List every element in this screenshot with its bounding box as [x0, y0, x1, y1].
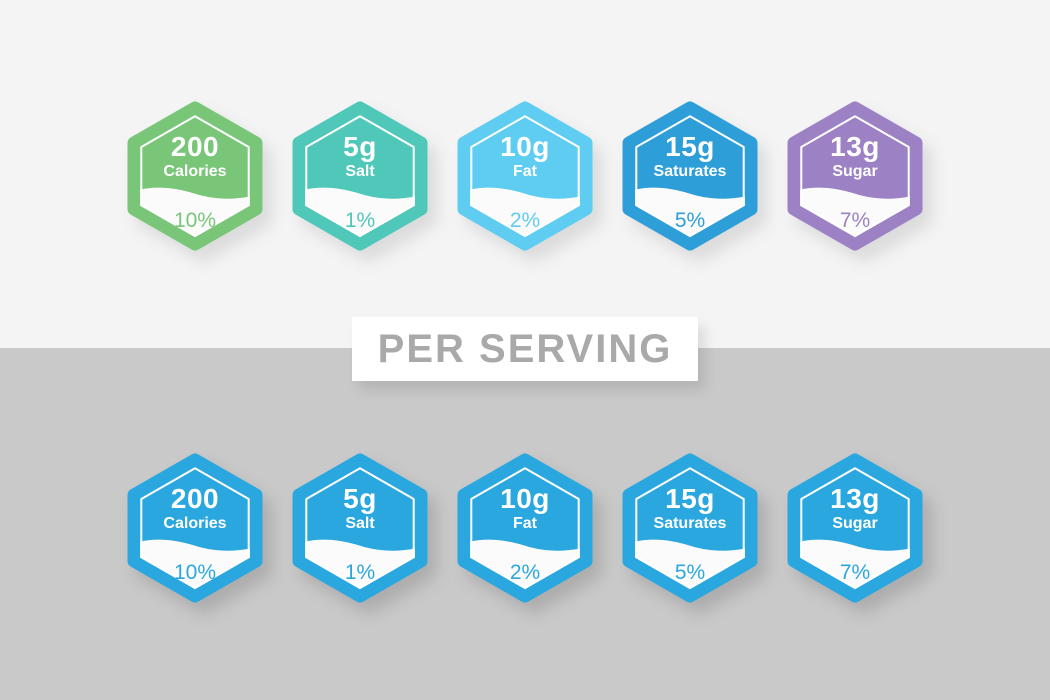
badge-fat-bottom: 10g Fat 2% [456, 452, 594, 604]
badge-value: 10g [500, 483, 550, 514]
hexagon-shape [622, 453, 758, 603]
hexagon-inner-line [635, 467, 745, 589]
hexagon-inner-line [140, 115, 250, 237]
badge-label: Sugar [832, 515, 878, 532]
badge-value: 200 [170, 483, 220, 514]
badge-value: 10g [500, 131, 550, 162]
badge-value: 13g [830, 131, 880, 162]
badge-percent: 5% [674, 561, 706, 584]
hexagon-shape [127, 101, 263, 251]
badge-percent: 7% [839, 209, 871, 232]
hexagon-inner-line [305, 467, 415, 589]
badge-value: 5g [343, 131, 377, 162]
per-serving-banner: PER SERVING [352, 317, 698, 381]
hexagon-inner-line [635, 115, 745, 237]
hexagon-inner-line [800, 467, 910, 589]
hexagon-shape [622, 101, 758, 251]
hexagon-shape [127, 453, 263, 603]
badge-sugar-top: 13g Sugar 7% [786, 100, 924, 252]
badge-percent: 10% [173, 561, 217, 584]
hexagon-shape [787, 453, 923, 603]
badge-label: Salt [345, 163, 375, 180]
hexagon-shape [292, 453, 428, 603]
badge-value: 13g [830, 483, 880, 514]
badge-saturates-bottom: 15g Saturates 5% [621, 452, 759, 604]
hexagon-inner-line [140, 467, 250, 589]
badge-value: 5g [343, 483, 377, 514]
badge-salt-bottom: 5g Salt 1% [291, 452, 429, 604]
badge-percent: 10% [173, 209, 217, 232]
hexagon-inner-line [470, 115, 580, 237]
badge-calories-bottom: 200 Calories 10% [126, 452, 264, 604]
badge-label: Fat [513, 515, 537, 532]
hexagon-inner-line [470, 467, 580, 589]
badge-percent: 1% [344, 209, 376, 232]
badge-percent: 7% [839, 561, 871, 584]
badge-saturates-top: 15g Saturates 5% [621, 100, 759, 252]
badge-percent: 2% [509, 209, 541, 232]
badge-percent: 1% [344, 561, 376, 584]
badge-salt-top: 5g Salt 1% [291, 100, 429, 252]
badge-label: Sugar [832, 163, 878, 180]
hexagon-shape [787, 101, 923, 251]
badge-row-bottom: 200 Calories 10% 5g Salt 1% 10g Fat 2% [0, 452, 1050, 604]
per-serving-label: PER SERVING [377, 326, 673, 371]
badge-label: Calories [163, 515, 227, 532]
badge-row-top: 200 Calories 10% 5g Salt 1% 10g Fat 2% [0, 100, 1050, 252]
badge-value: 15g [665, 131, 715, 162]
hexagon-shape [457, 453, 593, 603]
badge-label: Fat [513, 163, 537, 180]
badge-sugar-bottom: 13g Sugar 7% [786, 452, 924, 604]
hexagon-inner-line [305, 115, 415, 237]
badge-value: 15g [665, 483, 715, 514]
badge-calories-top: 200 Calories 10% [126, 100, 264, 252]
hexagon-shape [292, 101, 428, 251]
badge-label: Calories [163, 163, 227, 180]
hexagon-inner-line [800, 115, 910, 237]
badge-percent: 2% [509, 561, 541, 584]
badge-fat-top: 10g Fat 2% [456, 100, 594, 252]
hexagon-shape [457, 101, 593, 251]
badge-value: 200 [170, 131, 220, 162]
badge-percent: 5% [674, 209, 706, 232]
badge-label: Saturates [653, 515, 727, 532]
badge-label: Salt [345, 515, 375, 532]
badge-label: Saturates [653, 163, 727, 180]
